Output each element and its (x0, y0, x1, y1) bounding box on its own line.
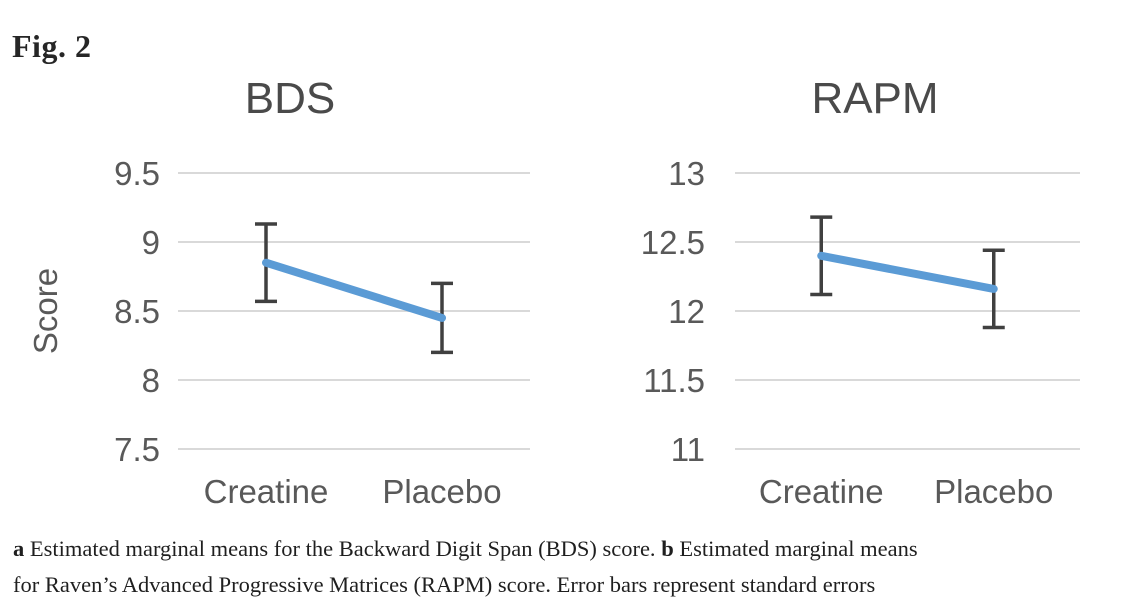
figure-caption: a Estimated marginal means for the Backw… (13, 531, 1121, 603)
y-tick-label: 8 (142, 362, 160, 399)
figure-label: Fig. 2 (12, 28, 92, 64)
series-line (262, 258, 446, 322)
y-axis-label: Score (27, 268, 64, 354)
y-tick-label: 12.5 (641, 224, 705, 261)
caption-panel-marker: a (13, 536, 25, 561)
chart-title: BDS (245, 74, 335, 123)
chart-rapm: 11 11.5 12 12.5 13 RAPM Creatine Placebo (641, 74, 1080, 510)
y-tick-label: 9.5 (114, 155, 160, 192)
y-tick-label: 9 (142, 224, 160, 261)
caption-text: for Raven’s Advanced Progressive Matrice… (13, 572, 876, 597)
caption-panel-marker: b (661, 536, 674, 561)
caption-line: for Raven’s Advanced Progressive Matrice… (13, 567, 1121, 603)
y-tick-label: 8.5 (114, 293, 160, 330)
caption-text: Estimated marginal means (673, 536, 918, 561)
y-tick-label: 7.5 (114, 431, 160, 468)
y-tick-label: 11.5 (643, 362, 705, 399)
chart-title: RAPM (811, 74, 938, 123)
x-category-label: Creatine (204, 473, 329, 510)
chart-bds: 7.5 8 8.5 9 9.5 BDS Score Creatine Placebo (27, 74, 530, 510)
x-category-label: Placebo (382, 473, 501, 510)
caption-line: a Estimated marginal means for the Backw… (13, 531, 1121, 567)
y-tick-label: 11 (671, 431, 705, 468)
y-tick-label: 12 (668, 293, 705, 330)
y-tick-label: 13 (668, 155, 705, 192)
x-category-label: Placebo (934, 473, 1053, 510)
caption-text: Estimated marginal means for the Backwar… (24, 536, 662, 561)
x-category-label: Creatine (759, 473, 884, 510)
series-line (817, 251, 998, 293)
